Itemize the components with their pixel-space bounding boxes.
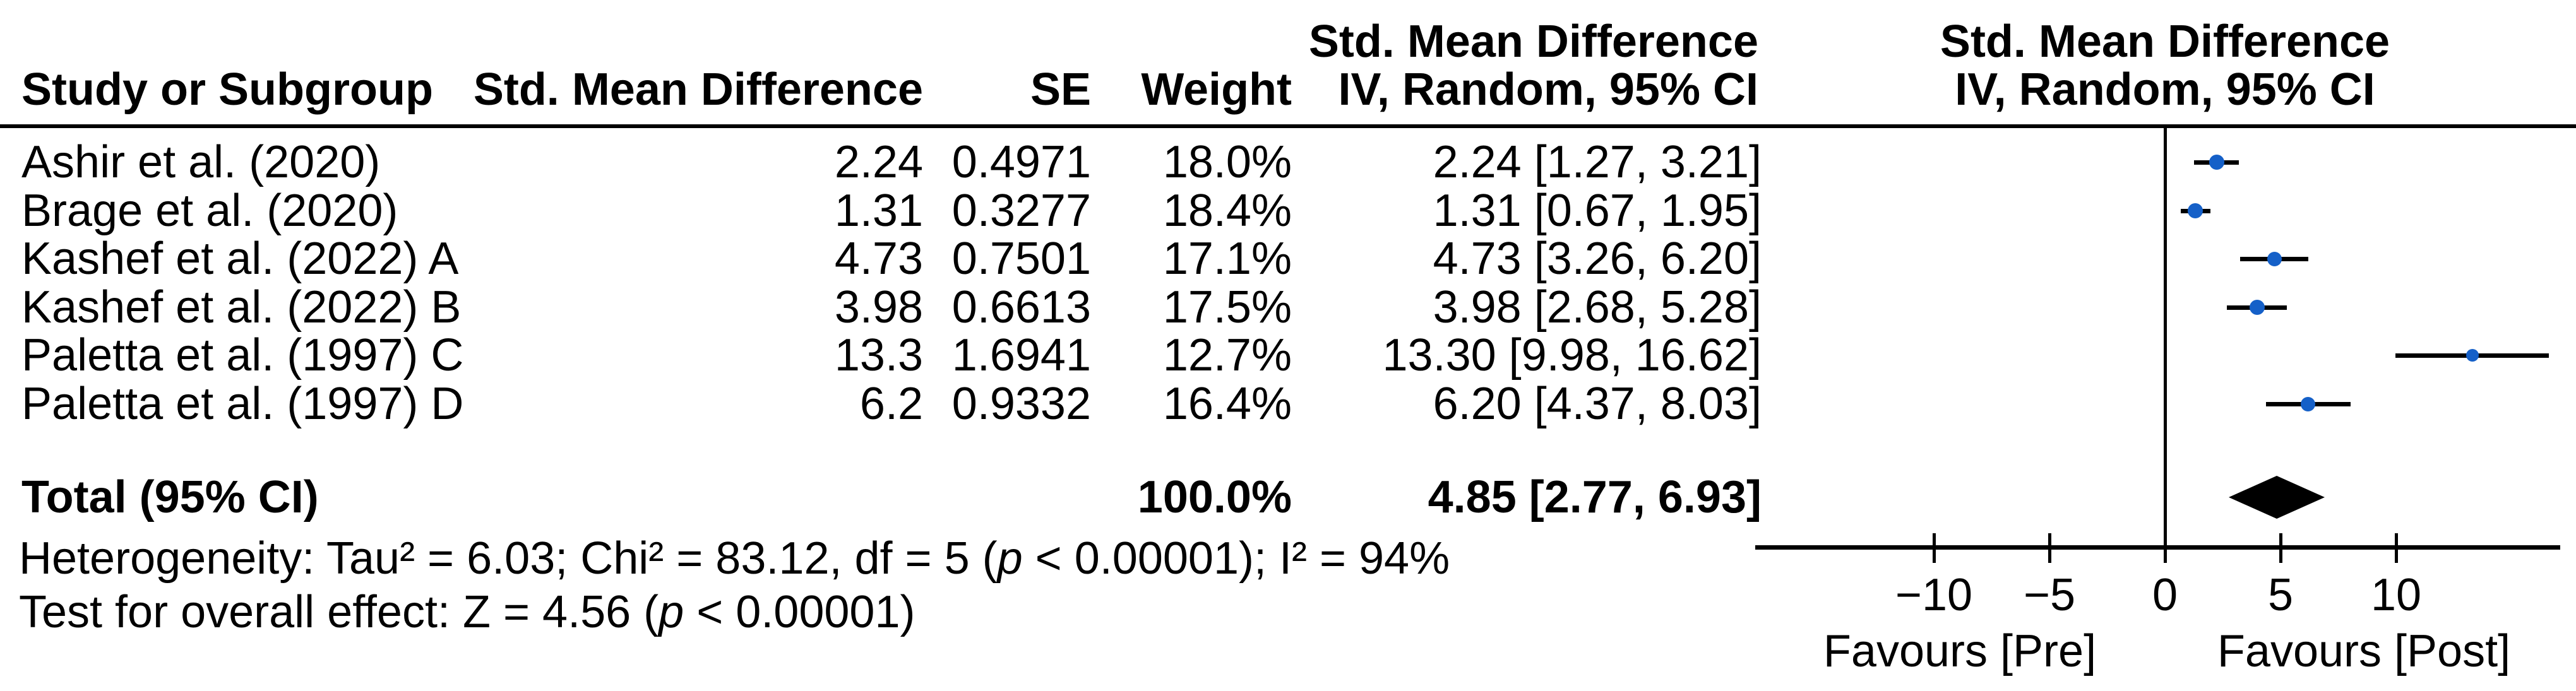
effect-marker (2188, 203, 2203, 218)
overall-effect-text: Test for overall effect: Z = 4.56 ( (19, 587, 659, 637)
study-name: Kashef et al. (2022) B (21, 282, 462, 333)
smd-value: 1.31 (834, 186, 923, 236)
heterogeneity-note: Heterogeneity: Tau² = 6.03; Chi² = 83.12… (19, 535, 1450, 582)
header-weight: Weight (1141, 64, 1292, 115)
plot-header-line1: Std. Mean Difference (1940, 16, 2390, 67)
se-value: 0.7501 (951, 233, 1091, 284)
tick-label: 0 (2152, 570, 2178, 620)
total-label: Total (95% CI) (21, 472, 319, 523)
se-value: 1.6941 (951, 330, 1091, 381)
axis-tick (2395, 533, 2398, 563)
heterogeneity-text: Heterogeneity: Tau² = 6.03; Chi² = 83.12… (19, 533, 998, 584)
tick-label: −10 (1895, 570, 1973, 620)
weight-value: 17.1% (1162, 233, 1292, 284)
weight-value: 16.4% (1162, 379, 1292, 429)
smd-value: 3.98 (834, 282, 923, 333)
overall-effect-note: Test for overall effect: Z = 4.56 (p < 0… (19, 589, 915, 635)
axis-tick (1933, 533, 1936, 563)
tick-label: 10 (2370, 570, 2422, 620)
study-name: Brage et al. (2020) (21, 186, 398, 236)
total-ci-text: 4.85 [2.77, 6.93] (1428, 472, 1762, 523)
study-name: Ashir et al. (2020) (21, 137, 381, 187)
se-value: 0.3277 (951, 186, 1091, 236)
smd-value: 13.3 (834, 330, 923, 381)
heterogeneity-text-end: < 0.00001); I² = 94% (1022, 533, 1450, 584)
study-name: Paletta et al. (1997) D (21, 379, 464, 429)
effect-marker (2209, 155, 2224, 170)
header-se: SE (1030, 64, 1091, 115)
effect-marker (2250, 300, 2265, 315)
ci-value: 6.20 [4.37, 8.03] (1433, 379, 1762, 429)
overall-effect-p: p (659, 587, 684, 637)
se-value: 0.6613 (951, 282, 1091, 333)
effect-marker (2466, 349, 2479, 362)
axis-tick (2048, 533, 2051, 563)
summary-diamond (2229, 476, 2325, 519)
smd-value: 6.2 (859, 379, 923, 429)
zero-effect-line (2164, 128, 2167, 563)
ci-value: 2.24 [1.27, 3.21] (1433, 137, 1762, 187)
header-study-or-subgroup: Study or Subgroup (21, 64, 433, 115)
weight-value: 12.7% (1162, 330, 1292, 381)
axis-tick (2279, 533, 2282, 563)
ci-value: 1.31 [0.67, 1.95] (1433, 186, 1762, 236)
ci-value: 13.30 [9.98, 16.62] (1382, 330, 1762, 381)
favours-pre-label: Favours [Pre] (1823, 626, 2097, 676)
effect-marker (2301, 396, 2315, 411)
ci-value: 4.73 [3.26, 6.20] (1433, 233, 1762, 284)
overall-effect-text-end: < 0.00001) (684, 587, 915, 637)
weight-value: 17.5% (1162, 282, 1292, 333)
se-value: 0.4971 (951, 137, 1091, 187)
header-divider (0, 124, 2576, 128)
header-smd: Std. Mean Difference (473, 64, 923, 115)
smd-value: 4.73 (834, 233, 923, 284)
effect-marker (2267, 251, 2282, 266)
study-name: Kashef et al. (2022) A (21, 233, 459, 284)
study-name: Paletta et al. (1997) C (21, 330, 464, 381)
total-weight: 100.0% (1137, 472, 1292, 523)
smd-value: 2.24 (834, 137, 923, 187)
heterogeneity-p: p (997, 533, 1023, 584)
weight-value: 18.4% (1162, 186, 1292, 236)
weight-value: 18.0% (1162, 137, 1292, 187)
favours-post-label: Favours [Post] (2217, 626, 2511, 676)
axis-tick (2164, 533, 2167, 563)
header-ci-line2: IV, Random, 95% CI (1338, 64, 1758, 115)
header-ci-line1: Std. Mean Difference (1308, 16, 1758, 67)
tick-label: 5 (2267, 570, 2294, 620)
ci-value: 3.98 [2.68, 5.28] (1433, 282, 1762, 333)
plot-header-line2: IV, Random, 95% CI (1955, 64, 2375, 115)
x-axis (1755, 545, 2560, 550)
se-value: 0.9332 (951, 379, 1091, 429)
tick-label: −5 (2023, 570, 2076, 620)
